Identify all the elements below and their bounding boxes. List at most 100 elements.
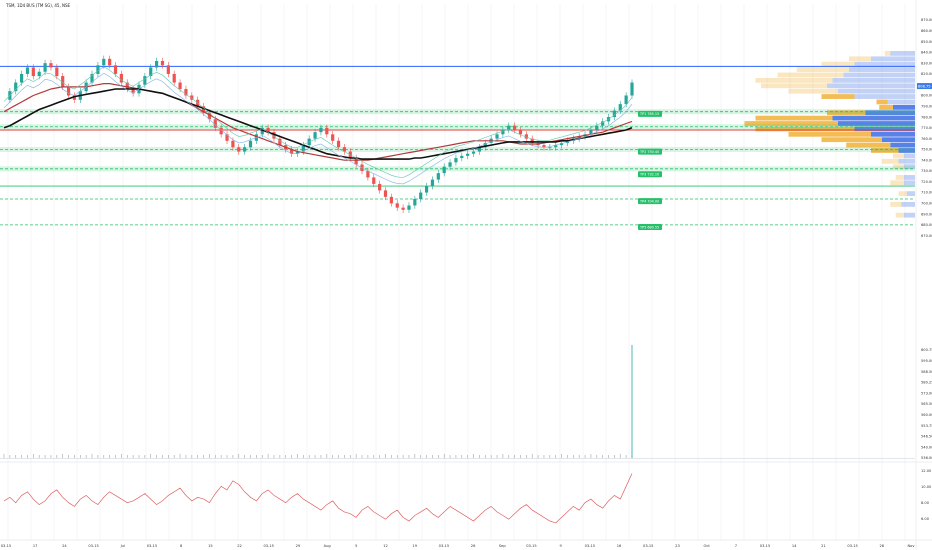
- price-axis-tick: 760.00: [921, 137, 932, 141]
- candle-body: [424, 186, 429, 193]
- volume-profile-buy-bar: [761, 83, 827, 89]
- price-axis-tick: 770.00: [921, 126, 932, 130]
- volume-profile-buy-bar: [788, 88, 838, 94]
- candle-body: [466, 153, 470, 156]
- volume-profile-sell-bar: [843, 72, 915, 78]
- time-axis-tick: 03-15: [264, 544, 274, 548]
- candle-body: [436, 173, 440, 180]
- time-axis-tick: 15: [208, 544, 213, 548]
- time-axis-tick: 28: [880, 544, 885, 548]
- rsi-axis-tick: 8.00: [921, 501, 930, 505]
- volume-profile-sell-bar: [904, 212, 915, 218]
- time-axis-tick: 03-15: [439, 544, 449, 548]
- volume-profile-sell-bar: [901, 201, 915, 207]
- candle-body: [66, 86, 71, 96]
- time-axis-tick: Jul: [120, 544, 125, 548]
- price-axis-tick: 750.00: [921, 148, 932, 152]
- volume-profile-sell-bar: [890, 51, 915, 56]
- price-axis-tick: 710.00: [921, 191, 932, 195]
- price-axis-tick: 670.00: [921, 234, 932, 238]
- time-axis-tick: Aug: [324, 544, 331, 548]
- time-axis-tick: 12: [383, 544, 388, 548]
- volume-profile-sell-bar: [904, 164, 915, 170]
- candle-body: [172, 73, 176, 83]
- candle-body: [61, 76, 65, 87]
- time-axis-tick: 24: [62, 544, 67, 548]
- candle-body: [295, 151, 300, 154]
- volume-profile-buy-bar: [796, 67, 849, 72]
- candle-body: [119, 73, 123, 83]
- volume-axis-tick: 595.00: [921, 359, 932, 363]
- candle-body: [319, 127, 323, 133]
- price-axis-tick: 720.00: [921, 180, 932, 184]
- volume-profile-sell-bar: [887, 99, 915, 105]
- price-axis-tick: 780.00: [921, 115, 932, 119]
- candle-body: [407, 205, 411, 210]
- volume-profile-sell-bar: [832, 115, 915, 121]
- take-profit-tag-label: TP2 750.40: [639, 150, 659, 154]
- candle-body: [190, 95, 194, 100]
- candle-body: [442, 166, 446, 174]
- candle-body: [378, 183, 382, 191]
- volume-profile-sell-bar: [890, 142, 915, 148]
- volume-axis-tick: 553.75: [921, 424, 932, 428]
- candle-body: [624, 95, 628, 105]
- volume-axis-tick: 565.50: [921, 402, 932, 406]
- take-profit-tag: [638, 198, 662, 205]
- time-axis-tick: 03-15: [526, 544, 536, 548]
- volume-profile-buy-bar: [846, 142, 891, 148]
- volume-profile-buy-bar: [821, 61, 855, 67]
- price-axis-tick: 840.00: [921, 51, 932, 55]
- candle-body: [20, 73, 24, 83]
- volume-profile-buy-bar: [890, 201, 902, 207]
- candle-body: [354, 158, 358, 165]
- price-axis-tick: 730.00: [921, 169, 932, 173]
- volume-profile-sell-bar: [871, 131, 915, 137]
- candle-body: [125, 82, 129, 90]
- price-axis-tick: 680.00: [921, 223, 932, 227]
- symbol-header: TSM, 1D4 BUS (TM SG), 45, NSE: [6, 3, 71, 8]
- candle-body: [313, 132, 317, 139]
- candle-body: [237, 147, 241, 152]
- candle-body: [231, 140, 235, 148]
- volume-profile-buy-bar: [879, 104, 893, 110]
- candle-body: [278, 138, 282, 146]
- candle-body: [113, 65, 118, 74]
- time-axis-tick: Nov: [907, 544, 915, 548]
- volume-profile-buy-bar: [895, 175, 904, 180]
- price-axis-tick: 820.00: [921, 72, 932, 76]
- volume-profile-buy-bar: [895, 212, 904, 218]
- candle-body: [389, 196, 393, 204]
- volume-profile-buy-bar: [893, 164, 904, 170]
- rsi-axis-tick: 12.00: [921, 469, 932, 473]
- volume-profile-buy-bar: [898, 191, 907, 197]
- volume-axis-tick: 600.75: [921, 348, 932, 352]
- candle-body: [454, 158, 458, 163]
- volume-axis-tick: 580.25: [921, 381, 932, 385]
- time-axis-tick: 22: [237, 544, 242, 548]
- time-axis-tick: 29: [296, 544, 301, 548]
- candle-body: [25, 67, 30, 74]
- volume-profile-buy-bar: [755, 115, 833, 121]
- take-profit-tag: [638, 224, 662, 231]
- take-profit-tag-label: TP1 785.15: [639, 112, 659, 116]
- volume-profile-buy-bar: [882, 158, 899, 164]
- volume-axis-tick: 540.00: [921, 445, 932, 449]
- volume-profile-buy-bar: [821, 94, 855, 99]
- candle-body: [577, 136, 581, 139]
- volume-profile-buy-bar: [788, 131, 871, 137]
- candle-body: [213, 119, 217, 128]
- candle-body: [55, 67, 59, 77]
- candle-body: [518, 130, 523, 135]
- volume-profile-buy-bar: [893, 153, 904, 159]
- candle-body: [108, 58, 112, 66]
- take-profit-tag-label: TP4 704.00: [639, 199, 659, 203]
- volume-profile-sell-bar: [832, 77, 915, 83]
- volume-profile-sell-bar: [904, 153, 915, 159]
- candle-body: [31, 67, 35, 77]
- volume-profile-buy-bar: [849, 56, 871, 62]
- volume-profile-sell-bar: [849, 67, 915, 72]
- candle-body: [266, 127, 270, 133]
